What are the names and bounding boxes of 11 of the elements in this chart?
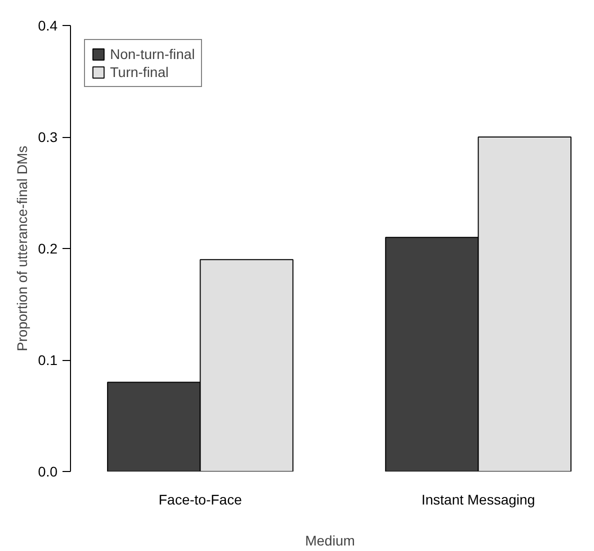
- y-tick-label: 0.2: [38, 240, 58, 256]
- y-axis-title: Proportion of utterance-final DMs: [14, 146, 30, 352]
- y-tick-label: 0.4: [38, 18, 58, 34]
- y-tick-label: 0.1: [38, 352, 58, 368]
- x-tick-label: Face-to-Face: [158, 492, 242, 508]
- y-tick-label: 0.0: [38, 464, 58, 480]
- legend-label: Turn-final: [110, 64, 169, 80]
- y-tick-label: 0.3: [38, 129, 58, 145]
- x-axis-title: Medium: [305, 532, 355, 548]
- legend-label: Non-turn-final: [110, 46, 195, 62]
- x-tick-label: Instant Messaging: [421, 492, 536, 508]
